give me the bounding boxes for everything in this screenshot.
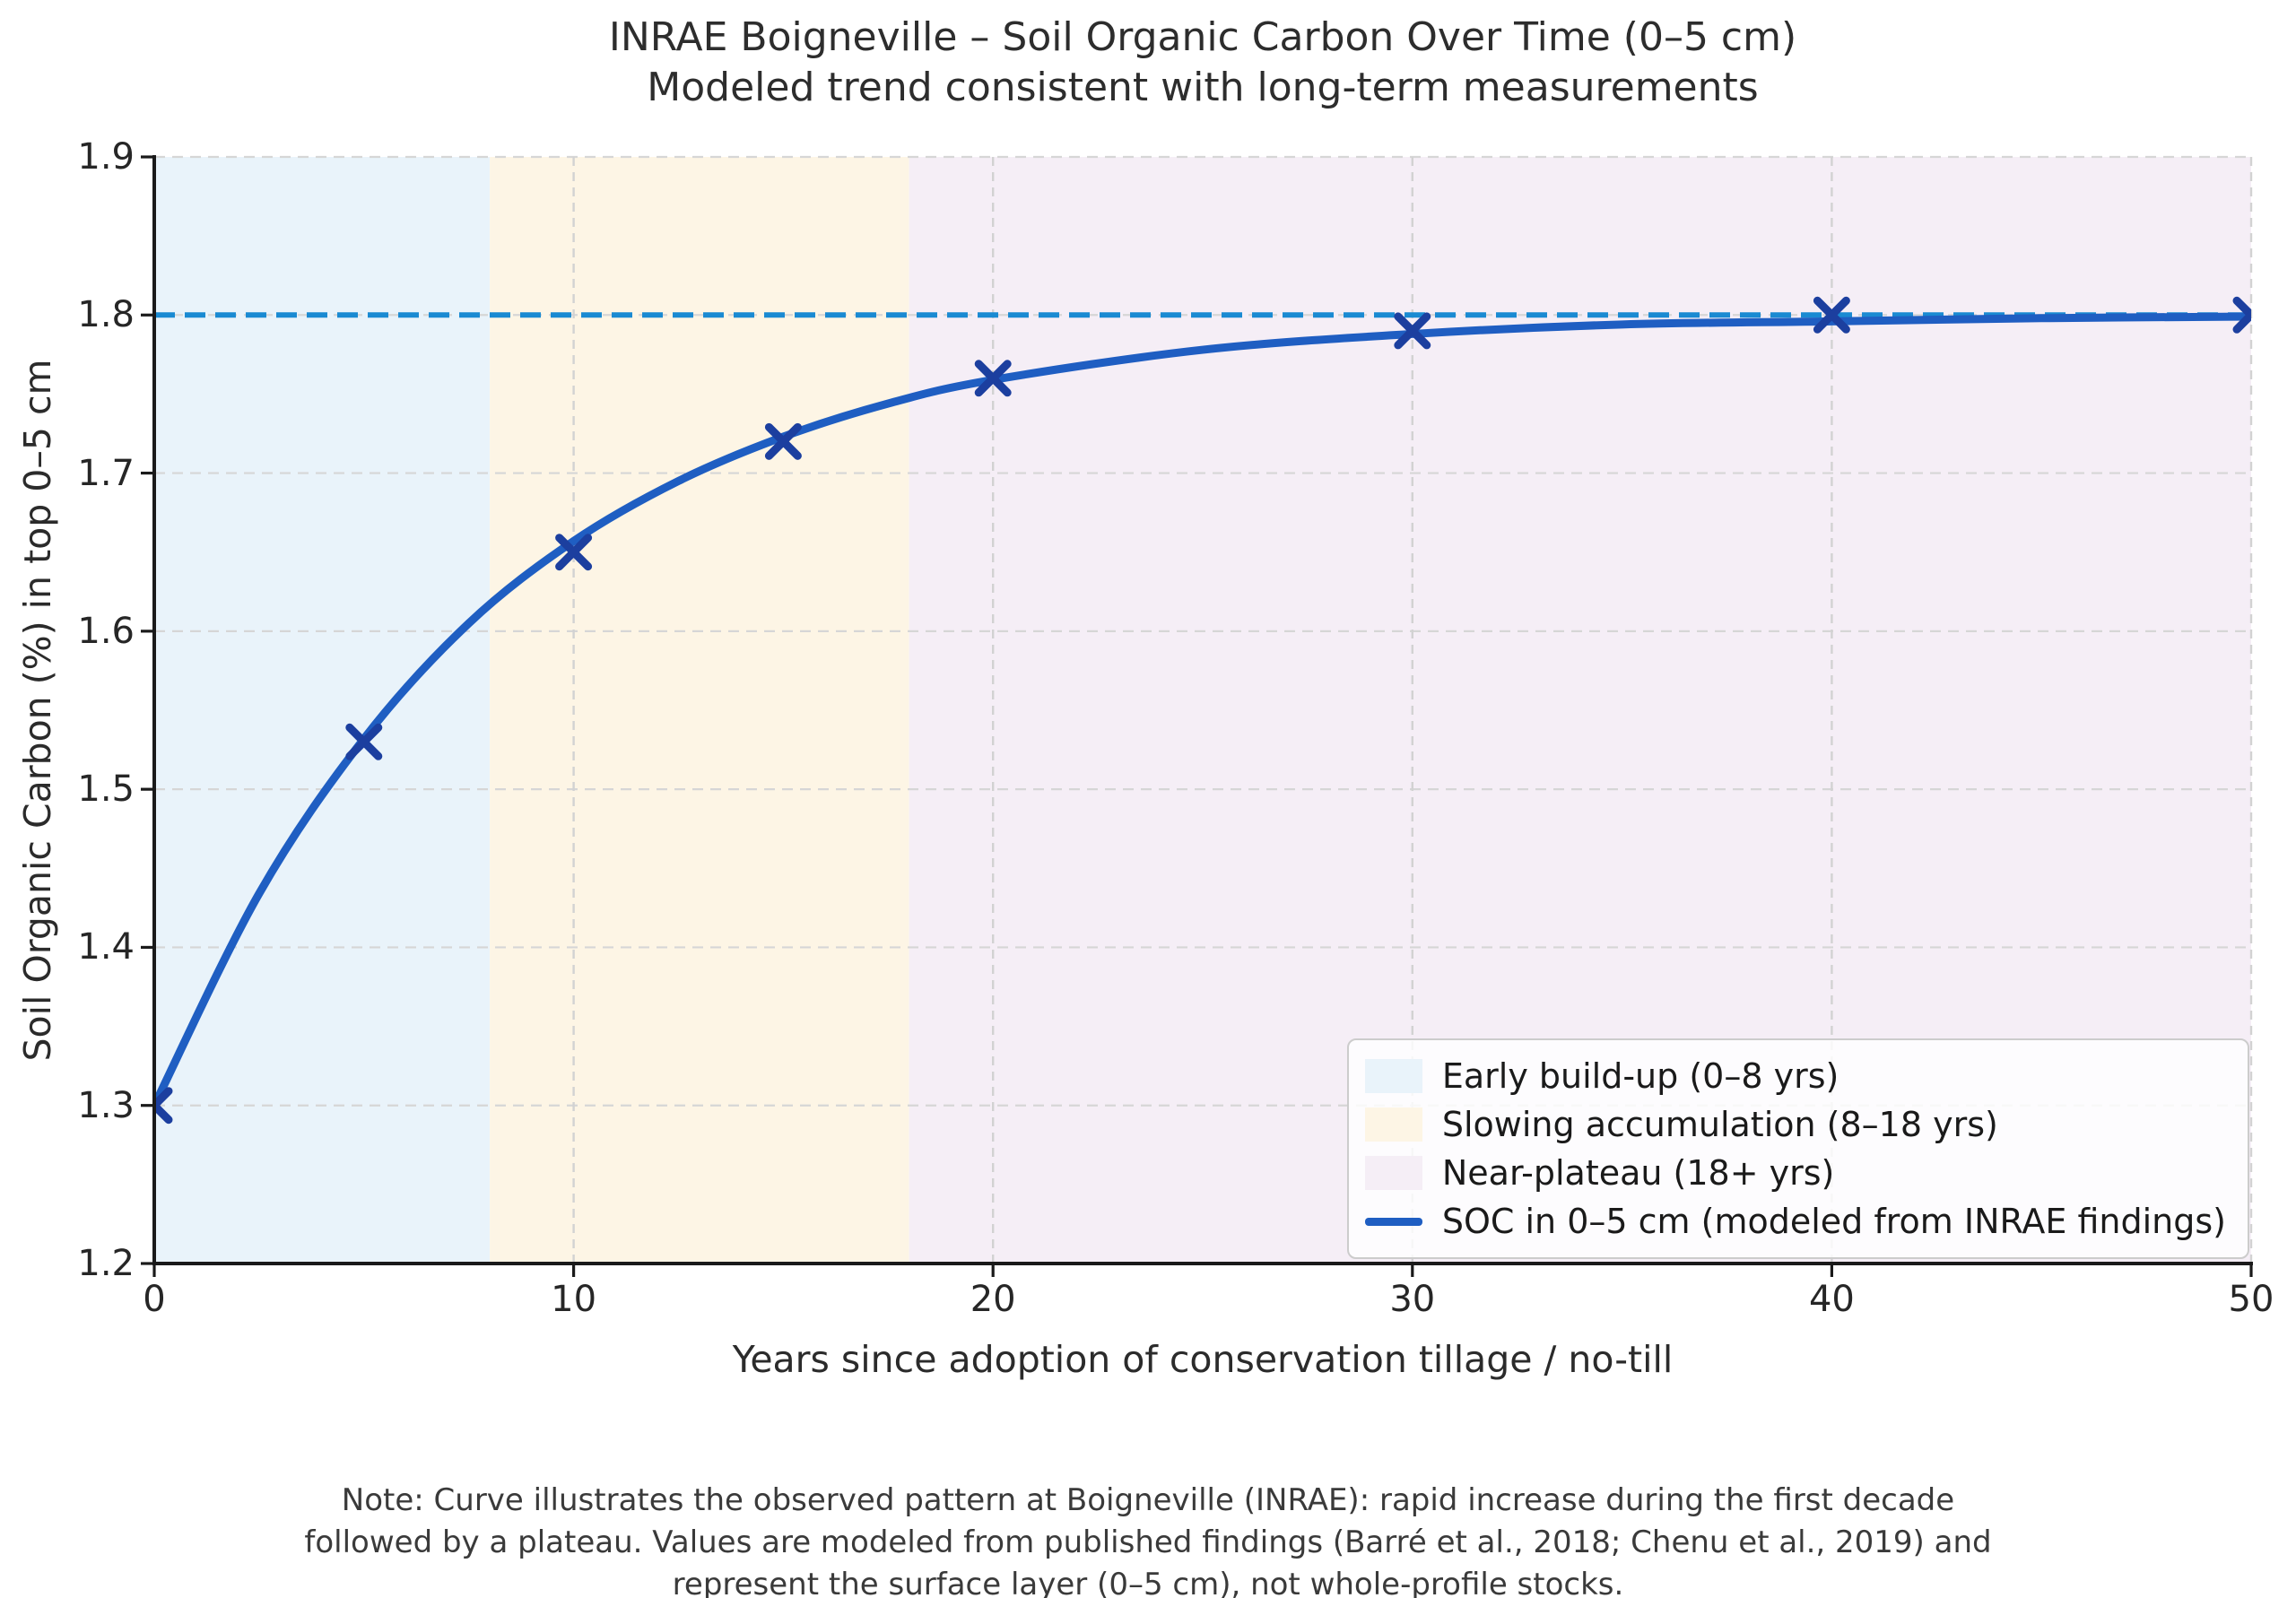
data-point-marker [154, 1099, 173, 1125]
chart-title-block: INRAE Boigneville – Soil Organic Carbon … [154, 13, 2251, 113]
y-tick-label: 1.3 [77, 1084, 135, 1126]
footnote: Note: Curve illustrates the observed pat… [0, 1480, 2296, 1598]
legend-label: SOC in 0–5 cm (modeled from INRAE findin… [1441, 1202, 2226, 1241]
y-tick-label: 1.2 [77, 1243, 135, 1284]
legend-color-patch [1364, 1156, 1422, 1190]
legend-label: Slowing accumulation (8–18 yrs) [1441, 1105, 1998, 1144]
legend-label: Near-plateau (18+ yrs) [1441, 1153, 1835, 1193]
x-axis-label: Years since adoption of conservation til… [732, 1338, 1674, 1381]
footnote-line: Note: Curve illustrates the observed pat… [341, 1482, 1955, 1518]
legend-label: Early build-up (0–8 yrs) [1441, 1056, 1839, 1096]
legend-entry: Near-plateau (18+ yrs) [1364, 1151, 2226, 1194]
y-tick-label: 1.6 [77, 610, 135, 652]
y-tick-label: 1.7 [77, 452, 135, 494]
x-tick-label: 40 [1808, 1279, 1855, 1320]
y-tick-label: 1.4 [77, 926, 135, 968]
data-point-marker [2232, 308, 2251, 334]
y-tick-label: 1.5 [77, 769, 135, 811]
y-tick-label: 1.9 [77, 136, 135, 178]
legend-color-patch [1364, 1107, 1422, 1142]
data-point-marker [1394, 312, 1431, 350]
x-tick-label: 50 [2228, 1279, 2274, 1320]
data-point-marker [974, 360, 1012, 397]
x-tick-label: 30 [1389, 1279, 1436, 1320]
legend-entry: Slowing accumulation (8–18 yrs) [1364, 1103, 2226, 1146]
data-point-marker [1813, 296, 1850, 334]
data-point-marker [154, 1087, 173, 1112]
data-point-marker [555, 534, 593, 571]
legend-color-patch [1364, 1059, 1422, 1093]
data-point-marker [764, 422, 802, 460]
footnote-line: represent the surface layer (0–5 cm), no… [672, 1567, 1624, 1598]
soc-curve [154, 312, 2251, 1110]
x-tick-label: 20 [970, 1279, 1016, 1320]
soc-series-group [154, 296, 2251, 1125]
footnote-line: followed by a plateau. Values are modele… [304, 1524, 1992, 1560]
data-point-marker [2232, 296, 2251, 321]
chart-subtitle: Modeled trend consistent with long-term … [647, 65, 1759, 110]
x-tick-label: 0 [143, 1279, 166, 1320]
legend-line-swatch [1364, 1217, 1422, 1226]
data-point-marker [345, 723, 383, 760]
y-tick-label: 1.8 [77, 294, 135, 336]
region-early-build-up [154, 157, 491, 1264]
region-slowing-accumulation [490, 157, 909, 1264]
x-tick-label: 10 [551, 1279, 597, 1320]
chart-legend: Early build-up (0–8 yrs) Slowing accumula… [1346, 1038, 2249, 1259]
legend-entry: Early build-up (0–8 yrs) [1364, 1055, 2226, 1098]
legend-entry: SOC in 0–5 cm (modeled from INRAE findin… [1364, 1200, 2226, 1243]
chart-title: INRAE Boigneville – Soil Organic Carbon … [608, 14, 1797, 60]
